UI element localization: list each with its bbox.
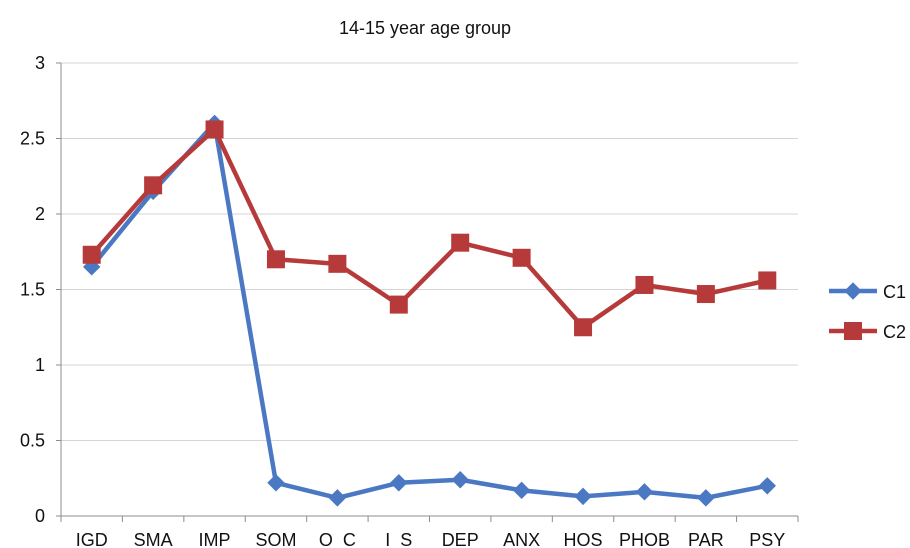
legend-label: C2 xyxy=(883,322,906,342)
x-tick-label: PAR xyxy=(688,530,724,548)
data-point-c1 xyxy=(267,474,285,492)
data-point-c2 xyxy=(266,250,285,269)
data-point-c2 xyxy=(451,233,470,252)
x-tick-label: IMP xyxy=(199,530,231,548)
data-point-c1 xyxy=(451,471,469,489)
chart-title: 14-15 year age group xyxy=(339,18,511,38)
data-point-c1 xyxy=(512,481,531,500)
legend: C1 C2 xyxy=(829,282,906,342)
legend-item-c1: C1 xyxy=(829,282,906,302)
series-line-c1 xyxy=(89,121,770,501)
x-tick-label: DEP xyxy=(442,530,479,548)
x-tick-label: HOS xyxy=(564,530,603,548)
x-tick-label: ANX xyxy=(503,530,540,548)
series-group xyxy=(82,114,777,507)
series-line-c2 xyxy=(89,127,770,330)
legend-label: C1 xyxy=(883,282,906,302)
data-point-c1 xyxy=(574,487,592,506)
y-axis-ticks: 0 0.5 1 1.5 2 2.5 3 xyxy=(20,53,61,526)
x-axis-ticks: IGD SMA IMP SOM O C I S DEP ANX HOS PHOB PAR PSY xyxy=(60,516,799,548)
data-point-c1 xyxy=(635,483,654,501)
series-c2 xyxy=(82,120,777,337)
data-point-c2 xyxy=(758,271,777,290)
y-tick-label: 2.5 xyxy=(20,129,45,149)
legend-marker xyxy=(844,322,862,340)
data-point-c2 xyxy=(512,248,531,267)
data-point-c2 xyxy=(696,285,715,304)
x-tick-label: I S xyxy=(385,530,412,548)
y-tick-label: 1.5 xyxy=(20,280,45,300)
legend-marker xyxy=(844,282,862,300)
data-point-c1 xyxy=(328,489,347,507)
x-tick-label: SOM xyxy=(255,530,296,548)
data-point-c2 xyxy=(82,245,101,264)
data-point-c2 xyxy=(205,120,224,139)
x-tick-label: SMA xyxy=(134,530,173,548)
data-point-c2 xyxy=(635,275,654,294)
y-tick-label: 2 xyxy=(35,204,45,224)
y-tick-label: 0 xyxy=(35,506,45,526)
x-tick-label: PHOB xyxy=(619,530,670,548)
legend-item-c2: C2 xyxy=(829,322,906,342)
data-point-c1 xyxy=(758,477,776,495)
y-tick-label: 0.5 xyxy=(20,431,45,451)
data-point-c2 xyxy=(144,176,163,195)
gridlines xyxy=(61,62,798,441)
data-point-c2 xyxy=(328,254,347,273)
data-point-c1 xyxy=(697,489,715,507)
data-point-c1 xyxy=(390,474,408,492)
data-point-c2 xyxy=(574,318,593,337)
y-tick-label: 3 xyxy=(35,53,45,73)
x-tick-label: PSY xyxy=(749,530,785,548)
x-tick-label: O C xyxy=(319,530,356,548)
data-point-c2 xyxy=(389,295,408,314)
series-c1 xyxy=(83,114,776,507)
x-tick-label: IGD xyxy=(76,530,108,548)
y-tick-label: 1 xyxy=(35,355,45,375)
